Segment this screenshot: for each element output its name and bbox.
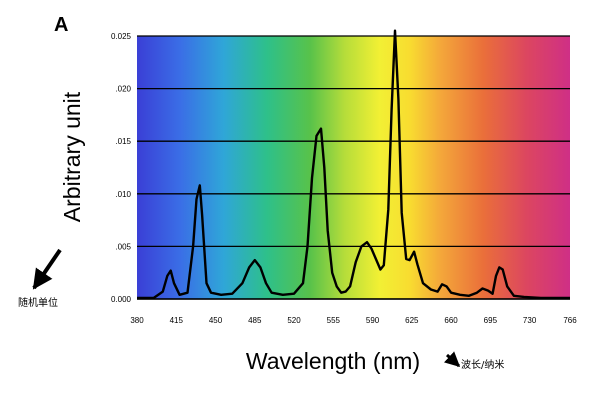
y-axis-label: Arbitrary unit — [59, 91, 85, 222]
x-tick-label: 660 — [444, 316, 458, 325]
x-tick-label: 415 — [170, 316, 184, 325]
spectrum-series-line — [137, 29, 570, 300]
y-tick-label: .010 — [115, 190, 131, 199]
x-label-cn: 波长/纳米 — [461, 358, 504, 371]
x-tick-label: 380 — [130, 316, 144, 325]
x-tick-label: 485 — [248, 316, 262, 325]
x-tick-label: 450 — [209, 316, 223, 325]
y-tick-label: 0.025 — [111, 32, 132, 41]
panel-label: A — [54, 14, 69, 36]
y-tick-label: .005 — [115, 242, 131, 251]
x-tick-label: 520 — [287, 316, 301, 325]
x-tick-label: 695 — [484, 316, 498, 325]
x-tick-label: 730 — [523, 316, 537, 325]
x-tick-label: 590 — [366, 316, 380, 325]
x-tick-label: 555 — [327, 316, 341, 325]
x-label-arrow — [443, 351, 461, 368]
y-tick-label: .020 — [115, 85, 131, 94]
x-axis-label: Wavelength (nm) — [246, 348, 420, 374]
x-tick-labels: 380 415 450 485 520 555 590 625 660 695 730 766 — [130, 316, 577, 325]
x-tick-label: 766 — [563, 316, 577, 325]
x-tick-label: 625 — [405, 316, 419, 325]
y-label-arrow — [32, 248, 62, 290]
y-tick-label: .015 — [115, 137, 131, 146]
y-label-cn: 随机单位 — [18, 296, 58, 309]
plot-background — [137, 36, 570, 299]
y-tick-label: 0.000 — [111, 295, 132, 304]
y-tick-labels: 0.000 .005 .010 .015 .020 0.025 — [111, 32, 132, 304]
